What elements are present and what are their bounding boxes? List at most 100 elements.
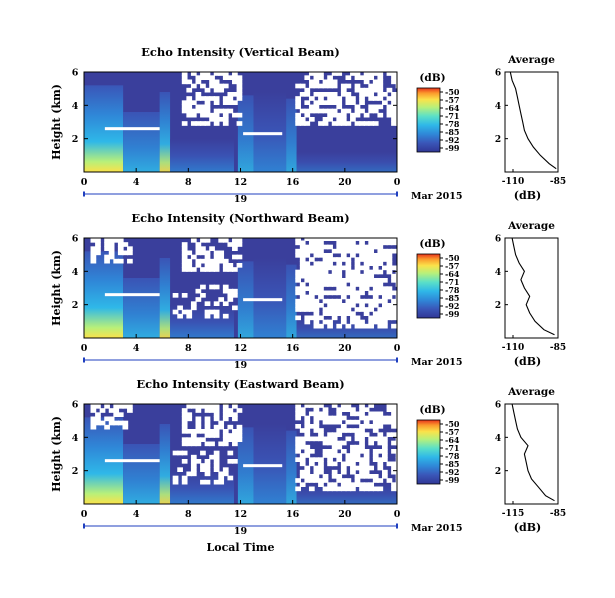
missing-cell [359, 411, 365, 417]
missing-cell [204, 420, 211, 426]
missing-cell [313, 290, 320, 296]
missing-cell [340, 415, 347, 421]
missing-cell [382, 436, 388, 442]
missing-cell [340, 478, 347, 483]
missing-cell [213, 424, 220, 430]
missing-cell [90, 254, 97, 260]
missing-cell [213, 108, 220, 114]
missing-cell [363, 415, 370, 421]
missing-cell [304, 415, 311, 421]
missing-cell [209, 309, 215, 315]
missing-cell [113, 238, 120, 243]
missing-cell [345, 278, 352, 283]
missing-cell [186, 87, 193, 93]
missing-cell [204, 104, 211, 110]
missing-cell [172, 309, 179, 315]
missing-cell [304, 75, 311, 80]
missing-cell [222, 96, 229, 101]
missing-cell [308, 290, 315, 296]
missing-cell [391, 248, 397, 254]
missing-cell [209, 429, 215, 434]
missing-cell [377, 461, 384, 467]
missing-cell [304, 273, 311, 279]
missing-cell [227, 412, 234, 417]
missing-cell [382, 278, 388, 283]
missing-cell [299, 307, 306, 312]
missing-cell [382, 457, 388, 462]
missing-cell [186, 429, 193, 434]
missing-cell [295, 298, 301, 304]
missing-cell [295, 303, 301, 308]
missing-cell [359, 457, 365, 462]
missing-cell [227, 288, 234, 294]
missing-cell [340, 307, 347, 312]
missing-cell [372, 449, 379, 454]
missing-cell [377, 436, 384, 442]
missing-cell [318, 294, 324, 300]
missing-cell [354, 83, 361, 89]
missing-cell [386, 257, 393, 262]
missing-cell [299, 121, 306, 126]
missing-cell [186, 441, 193, 447]
missing-cell [209, 263, 215, 268]
missing-cell [299, 253, 306, 258]
missing-cell [350, 240, 356, 246]
missing-cell [232, 238, 238, 243]
missing-cell [395, 457, 402, 462]
missing-cell [331, 440, 338, 446]
missing-cell [186, 96, 193, 101]
missing-cell [340, 486, 347, 492]
colorbar-tick-label: -99 [445, 143, 460, 153]
missing-cell [186, 404, 193, 409]
missing-cell [391, 465, 397, 471]
missing-cell [345, 303, 352, 308]
missing-cell [377, 71, 384, 76]
missing-cell [195, 250, 202, 256]
missing-cell [354, 282, 361, 287]
missing-cell [368, 424, 375, 429]
missing-cell [218, 117, 225, 122]
missing-cell [386, 269, 393, 275]
missing-cell [95, 416, 101, 422]
missing-cell [350, 449, 356, 454]
missing-cell [327, 323, 333, 329]
missing-cell [209, 96, 215, 101]
missing-cell [200, 108, 206, 114]
missing-cell [322, 121, 329, 126]
missing-cell [395, 486, 402, 492]
missing-cell [295, 100, 301, 105]
missing-cell [190, 305, 197, 311]
missing-cell [336, 236, 343, 241]
missing-cell [222, 121, 229, 126]
missing-cell [345, 453, 352, 458]
missing-cell [181, 420, 188, 426]
missing-cell [318, 261, 324, 266]
missing-cell [363, 92, 370, 97]
missing-cell [391, 440, 397, 446]
missing-cell [322, 415, 329, 421]
missing-cell [318, 269, 324, 275]
missing-cell [363, 112, 370, 118]
intensity-band [159, 424, 171, 504]
missing-cell [313, 244, 320, 250]
missing-cell [340, 286, 347, 291]
missing-cell [213, 254, 220, 260]
missing-cell [368, 104, 375, 110]
date-label: Mar 2015 [411, 357, 462, 368]
missing-cell [318, 469, 324, 475]
missing-cell [299, 294, 306, 300]
missing-cell [190, 121, 197, 126]
missing-cell [327, 79, 333, 85]
missing-cell [213, 412, 220, 417]
missing-cell [377, 440, 384, 446]
missing-cell [377, 261, 384, 266]
intensity-band [159, 258, 171, 338]
missing-cell [190, 467, 197, 472]
profile-x-tick-label: -85 [550, 177, 566, 187]
missing-cell [236, 254, 243, 260]
missing-cell [195, 121, 202, 126]
heatmap [84, 71, 402, 172]
missing-cell [127, 250, 133, 256]
missing-cell [331, 71, 338, 76]
x-tick-label: 8 [185, 177, 192, 188]
